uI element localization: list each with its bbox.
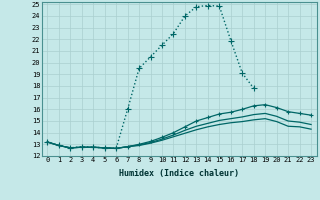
X-axis label: Humidex (Indice chaleur): Humidex (Indice chaleur) — [119, 169, 239, 178]
